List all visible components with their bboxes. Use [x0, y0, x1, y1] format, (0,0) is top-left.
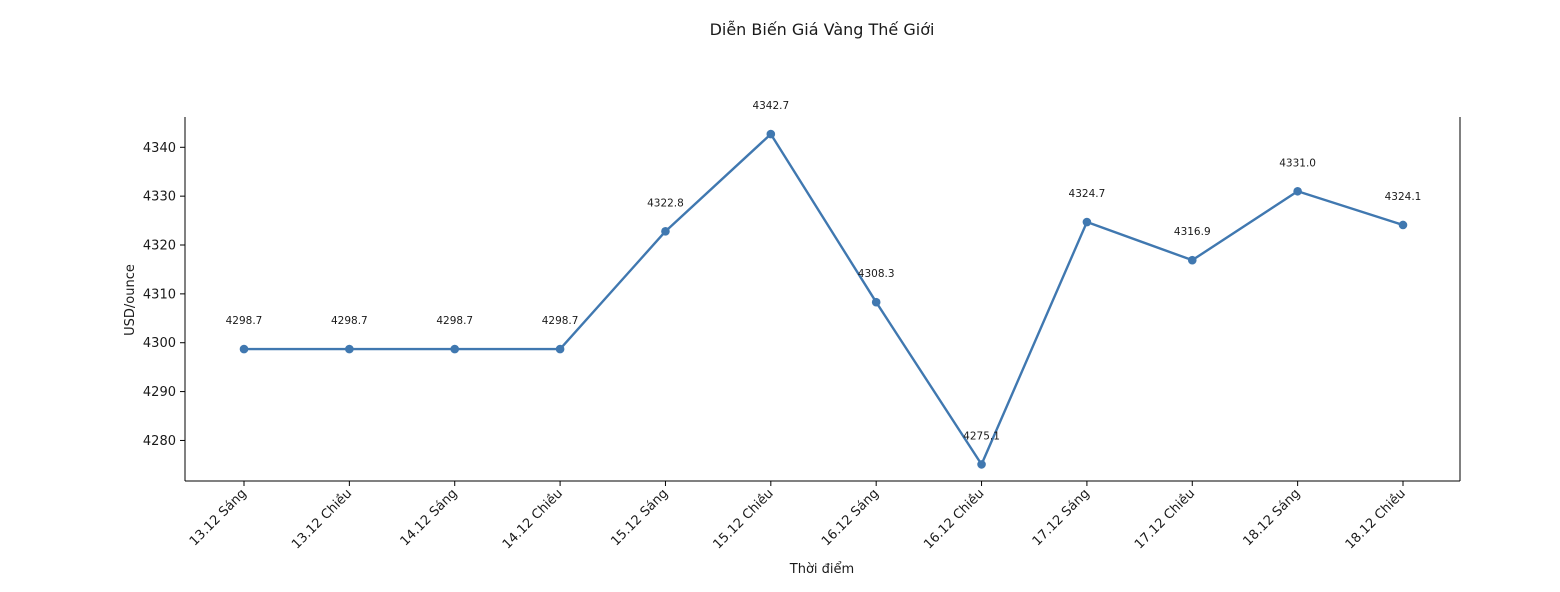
data-point	[345, 344, 354, 354]
series-line-group	[242, 132, 1405, 466]
data-label: 4275.1	[963, 430, 1000, 442]
x-tick-label: 13.12 Sáng	[187, 486, 250, 549]
data-point	[239, 344, 249, 354]
series-line	[242, 132, 1405, 466]
data-point	[661, 227, 670, 236]
y-tick-label: 4330	[143, 190, 176, 205]
y-tick-label: 4320	[143, 239, 176, 254]
data-label: 4342.7	[752, 100, 789, 112]
data-point	[977, 460, 986, 469]
axes	[184, 117, 1461, 482]
data-label: 4298.7	[331, 315, 368, 327]
data-label: 4322.8	[647, 197, 684, 209]
y-tick-label: 4280	[143, 434, 176, 449]
x-tick-label: 17.12 Sáng	[1030, 486, 1093, 549]
y-ticks: 4280 4290 4300 4310 4320 4330 4340	[143, 141, 185, 449]
data-point	[1293, 186, 1302, 196]
x-tick-label: 13.12 Chiều	[289, 486, 355, 552]
y-tick-label: 4340	[143, 141, 176, 156]
data-label: 4331.0	[1279, 157, 1316, 169]
x-tick-label: 16.12 Chiều	[921, 486, 987, 552]
chart-title: Diễn Biến Giá Vàng Thế Giới	[710, 20, 935, 39]
x-tick-label: 15.12 Chiều	[711, 486, 777, 552]
data-label: 4308.3	[858, 268, 895, 280]
data-point	[1187, 255, 1197, 265]
data-point	[450, 344, 460, 354]
data-label: 4298.7	[542, 315, 579, 327]
data-point	[1398, 220, 1408, 230]
x-tick-label: 16.12 Sáng	[819, 486, 882, 549]
data-label: 4324.1	[1385, 191, 1422, 203]
x-tick-label: 18.12 Chiều	[1343, 486, 1409, 552]
y-tick-label: 4310	[143, 287, 176, 302]
y-axis-label: USD/ounce	[123, 264, 138, 336]
y-tick-label: 4300	[143, 336, 176, 351]
y-tick-label: 4290	[143, 385, 176, 400]
data-point	[871, 297, 881, 307]
data-labels: 4298.7 4298.7 4298.7 4298.7 4322.8 4342.7 4308…	[226, 100, 1422, 442]
data-point	[1082, 217, 1092, 227]
x-axis-label: Thời điểm	[789, 562, 854, 577]
data-label: 4298.7	[226, 315, 263, 327]
data-points	[239, 129, 1408, 469]
data-point	[555, 344, 565, 354]
x-tick-label: 17.12 Chiều	[1132, 486, 1198, 552]
data-point	[766, 129, 776, 139]
x-ticks: 13.12 Sáng 13.12 Chiều 14.12 Sáng 14.12 Chi…	[187, 481, 1409, 552]
x-tick-label: 14.12 Chiều	[500, 486, 566, 552]
data-label: 4316.9	[1174, 226, 1211, 238]
x-tick-label: 18.12 Sáng	[1240, 486, 1303, 549]
x-tick-label: 14.12 Sáng	[398, 486, 461, 549]
data-label: 4324.7	[1069, 188, 1106, 200]
data-label: 4298.7	[436, 315, 473, 327]
x-tick-label: 15.12 Sáng	[608, 486, 671, 549]
